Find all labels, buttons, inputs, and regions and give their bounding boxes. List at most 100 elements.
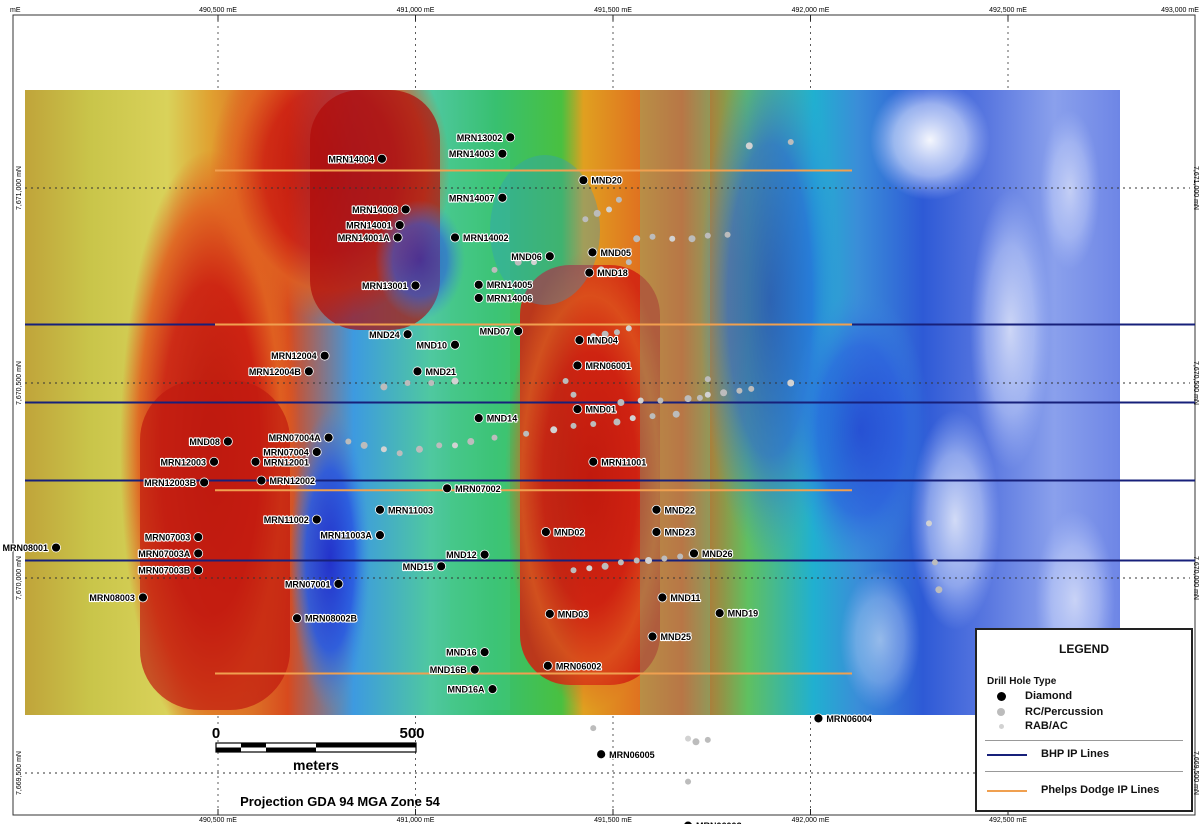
drill-hole-mnd04: MND04 — [574, 335, 619, 347]
drill-hole-mrn08003: MRN08003 — [88, 592, 148, 604]
rc-drill-hole — [491, 266, 498, 273]
diamond-hole-marker — [402, 329, 413, 340]
rc-drill-hole — [613, 418, 621, 426]
diamond-hole-marker — [311, 447, 322, 457]
diamond-hole-marker — [394, 220, 405, 230]
drill-hole-mrn06001: MRN06001 — [572, 360, 632, 372]
drill-hole-label: MRN06002 — [556, 661, 602, 671]
drill-hole-mnd06: MND06 — [510, 251, 555, 263]
diamond-hole-marker — [375, 530, 385, 540]
rc-drill-hole — [736, 387, 743, 394]
drill-hole-label: MND14 — [487, 414, 518, 424]
diamond-hole-marker — [256, 475, 267, 486]
drill-hole-mnd24: MND24 — [368, 329, 413, 341]
diamond-hole-marker — [442, 483, 453, 494]
drill-hole-mnd05: MND05 — [587, 247, 632, 259]
easting-label: 490,500 mE — [199, 817, 237, 824]
rc-drill-hole — [633, 235, 641, 243]
drill-hole-mnd07: MND07 — [479, 326, 524, 338]
diamond-hole-marker — [450, 339, 460, 350]
drill-hole-mrn12003: MRN12003 — [159, 456, 219, 468]
drill-hole-mnd20: MND20 — [578, 175, 623, 187]
diamond-hole-marker — [578, 175, 589, 186]
rc-drill-hole — [590, 333, 597, 340]
diamond-hole-marker — [689, 548, 699, 559]
drill-hole-label: MRN14004 — [328, 154, 374, 164]
drill-hole-label: MND21 — [425, 367, 456, 377]
rc-drill-hole — [720, 389, 728, 397]
drill-hole-label: MRN08001 — [3, 543, 49, 553]
drill-hole-label: MND15 — [403, 562, 434, 572]
drill-hole-mrn12004: MRN12004 — [270, 350, 330, 362]
rc-drill-hole — [617, 559, 624, 566]
diamond-hole-marker — [479, 549, 490, 560]
drill-hole-mnd23: MND23 — [651, 526, 696, 539]
drill-hole-mrn14006: MRN14006 — [473, 292, 533, 305]
drill-hole-mnd01: MND01 — [572, 404, 617, 416]
drill-hole-mrn12004b: MRN12004B — [248, 366, 314, 378]
drill-hole-label: MRN06004 — [826, 714, 872, 724]
northing-label: 7,671,000 mN — [1192, 166, 1199, 210]
diamond-hole-marker — [473, 279, 484, 290]
diamond-hole-marker — [574, 335, 585, 346]
rc-drill-hole — [452, 442, 458, 449]
drill-hole-mnd26: MND26 — [689, 548, 734, 560]
drill-hole-mnd16b: MND16B — [429, 664, 480, 676]
drill-hole-label: MRN12002 — [269, 476, 315, 486]
drill-hole-label: MND06 — [511, 252, 542, 262]
rc-drill-hole — [685, 778, 692, 785]
drill-hole-label: MRN12003B — [144, 478, 197, 488]
rc-drill-hole — [415, 445, 423, 453]
rc-drill-hole — [696, 394, 703, 401]
diamond-hole-marker — [209, 456, 219, 467]
drill-hole-mnd16a: MND16A — [446, 684, 498, 696]
diamond-hole-marker — [587, 247, 598, 258]
drill-hole-mnd21: MND21 — [412, 366, 457, 378]
diamond-hole-marker — [647, 631, 658, 642]
projection-label: Projection GDA 94 MGA Zone 54 — [240, 794, 441, 809]
drill-hole-mnd25: MND25 — [647, 631, 692, 643]
drill-hole-mrn12001: MRN12001 — [250, 456, 310, 468]
drill-hole-label: MRN14001 — [346, 221, 392, 231]
scale-zero: 0 — [212, 725, 220, 742]
drill-hole-label: MND16A — [448, 685, 486, 695]
rc-drill-hole — [615, 196, 622, 203]
legend-divider — [985, 771, 1183, 772]
easting-label: 493,000 mE — [1161, 7, 1199, 14]
legend-label-rab: RAB/AC — [1025, 720, 1068, 732]
rc-drill-hole — [590, 420, 597, 427]
rc-drill-hole — [684, 395, 692, 403]
drill-hole-label: MRN14006 — [487, 293, 533, 303]
diamond-hole-marker — [651, 527, 662, 537]
drill-hole-label: MND26 — [702, 549, 733, 559]
scale-bar: 0 500 meters — [212, 725, 425, 773]
easting-label: 490,500 mE — [199, 7, 237, 14]
diamond-hole-marker — [193, 565, 204, 576]
diamond-hole-marker — [540, 527, 551, 537]
rc-drill-hole — [601, 330, 609, 338]
drill-hole-mnd19: MND19 — [714, 607, 759, 620]
rc-drill-hole — [570, 567, 577, 574]
rc-drill-hole — [724, 231, 731, 238]
rc-drill-hole — [677, 553, 684, 560]
rc-drill-hole — [787, 379, 795, 387]
diamond-hole-marker — [412, 366, 423, 377]
drill-hole-label: MRN06001 — [585, 361, 631, 371]
diamond-hole-marker — [303, 366, 314, 377]
northing-label: 7,670,500 mN — [1192, 361, 1199, 405]
rc-drill-hole — [467, 438, 475, 445]
drill-hole-label: MRN08002B — [305, 614, 358, 624]
drill-hole-label: MRN14008 — [352, 205, 398, 215]
rc-drill-hole — [688, 235, 696, 243]
rc-drill-hole — [935, 586, 943, 594]
diamond-hole-marker — [319, 350, 330, 361]
drill-hole-label: MND25 — [661, 632, 692, 642]
diamond-hole-marker — [311, 514, 322, 525]
drill-hole-label: MND11 — [670, 593, 700, 603]
drill-hole-mnd02: MND02 — [540, 526, 585, 539]
drill-hole-label: MRN12004B — [249, 367, 302, 377]
diamond-hole-marker — [199, 477, 210, 488]
legend-label-bhp: BHP IP Lines — [1041, 748, 1110, 760]
drill-hole-label: MRN14007 — [449, 193, 495, 203]
legend-label-phelps: Phelps Dodge IP Lines — [1041, 784, 1160, 796]
